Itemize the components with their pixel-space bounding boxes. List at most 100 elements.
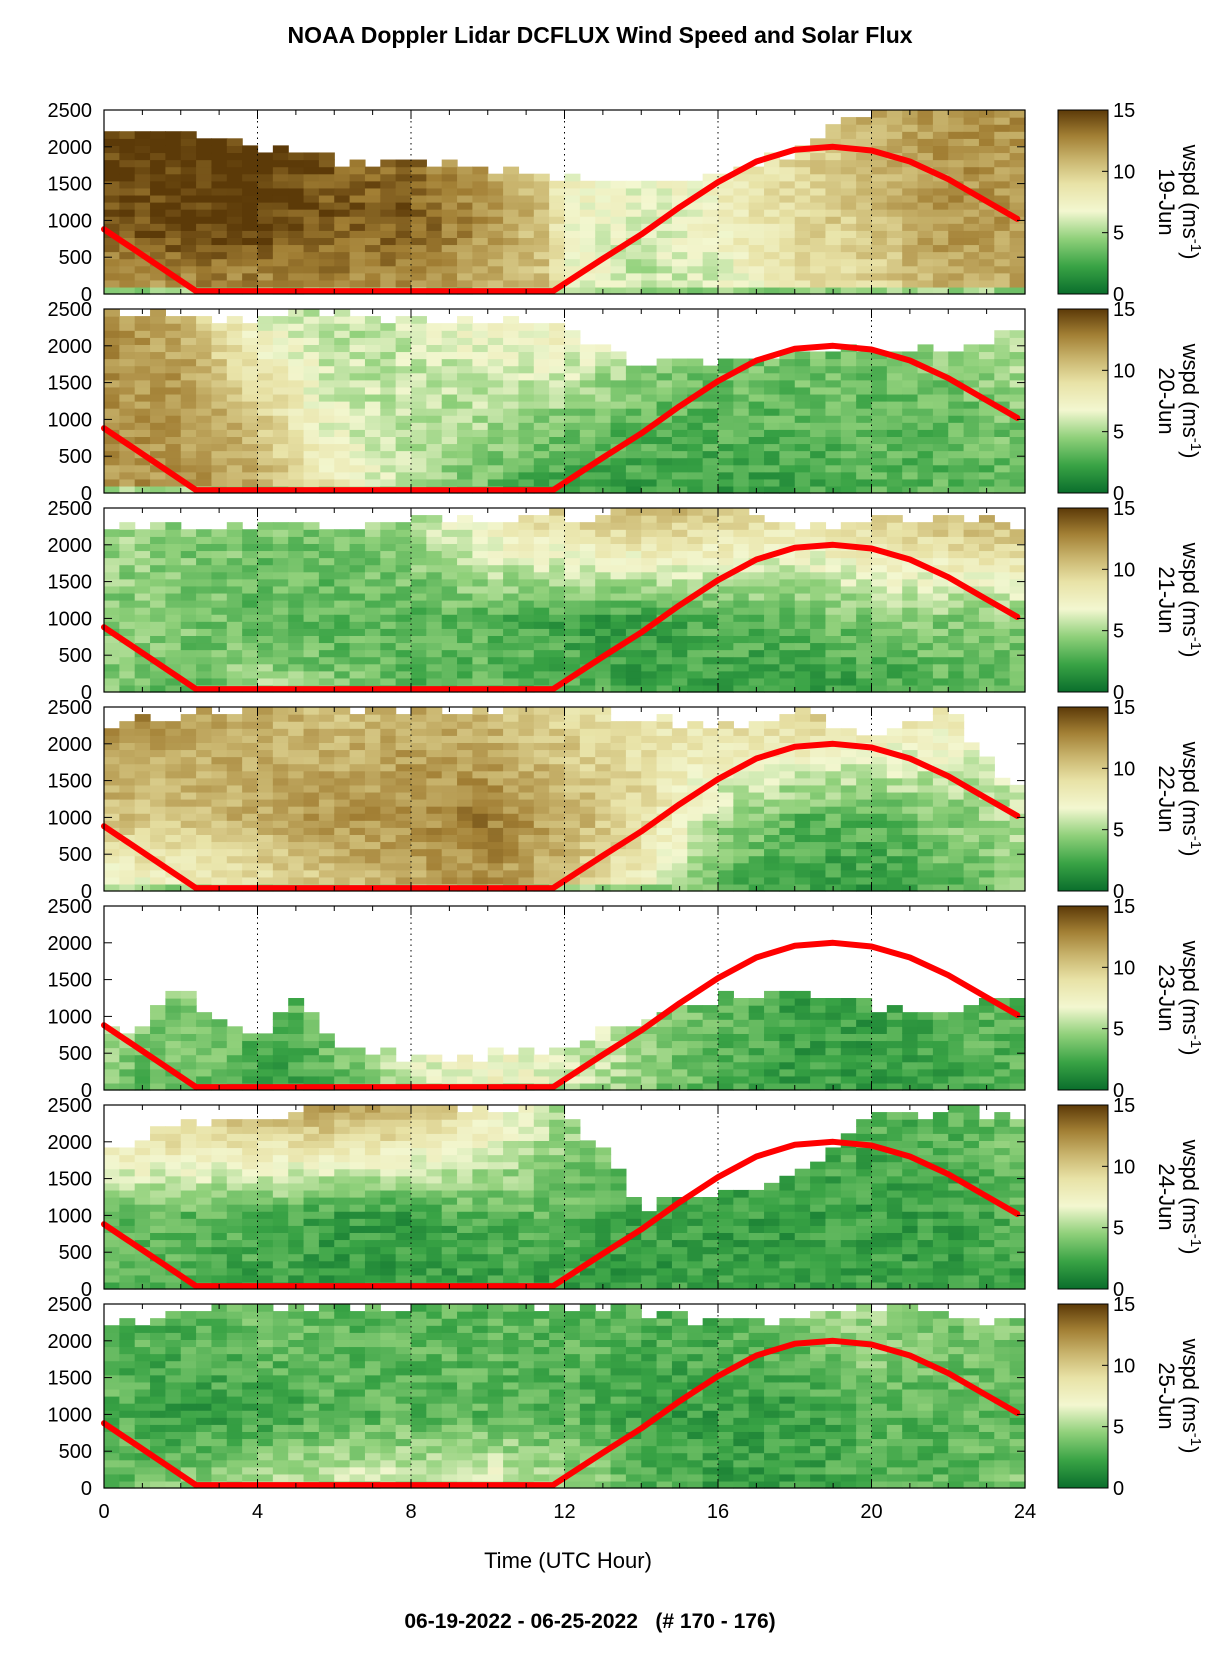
heatmap-cell bbox=[288, 670, 305, 679]
heatmap-cell bbox=[211, 443, 228, 452]
heatmap-cell bbox=[380, 848, 397, 857]
heatmap-cell bbox=[948, 223, 965, 231]
heatmap-cell bbox=[702, 592, 719, 601]
heatmap-cell bbox=[426, 876, 443, 885]
heatmap-cell bbox=[334, 557, 351, 566]
heatmap-cell bbox=[441, 279, 458, 288]
heatmap-cell bbox=[426, 799, 443, 807]
heatmap-cell bbox=[718, 536, 734, 544]
heatmap-cell bbox=[426, 166, 443, 175]
heatmap-cell bbox=[579, 379, 596, 388]
heatmap-cell bbox=[334, 379, 351, 388]
heatmap-cell bbox=[441, 422, 458, 430]
heatmap-cell bbox=[948, 529, 965, 537]
heatmap-cell bbox=[119, 187, 136, 196]
heatmap-cell bbox=[318, 216, 335, 224]
heatmap-cell bbox=[457, 876, 473, 885]
heatmap-cell bbox=[150, 386, 166, 395]
heatmap-cell bbox=[671, 621, 688, 629]
heatmap-cell bbox=[180, 536, 197, 544]
heatmap-cell bbox=[288, 230, 305, 238]
heatmap-cell bbox=[503, 656, 520, 665]
heatmap-cell bbox=[196, 471, 213, 480]
heatmap-cell bbox=[794, 272, 811, 281]
heatmap-cell bbox=[702, 585, 719, 594]
heatmap-cell bbox=[441, 777, 458, 786]
heatmap-cell bbox=[948, 515, 965, 523]
heatmap-cell bbox=[134, 656, 151, 665]
heatmap-cell bbox=[150, 166, 166, 175]
heatmap-cell bbox=[856, 471, 873, 480]
heatmap-cell bbox=[886, 372, 903, 381]
colorbar-gradient bbox=[1057, 109, 1109, 295]
heatmap-cell bbox=[180, 721, 197, 729]
heatmap-cell bbox=[288, 258, 305, 267]
heatmap-cell bbox=[963, 237, 980, 246]
heatmap-cell bbox=[687, 578, 704, 587]
heatmap-cell bbox=[687, 571, 704, 580]
heatmap-cell bbox=[610, 279, 627, 288]
heatmap-cell bbox=[395, 677, 412, 686]
heatmap-cell bbox=[671, 251, 688, 260]
heatmap-cell bbox=[272, 649, 289, 658]
heatmap-cell bbox=[1009, 457, 1026, 466]
heatmap-cell bbox=[518, 600, 535, 608]
heatmap-cell bbox=[150, 834, 166, 843]
heatmap-cell bbox=[318, 827, 335, 835]
heatmap-cell bbox=[825, 628, 842, 636]
heatmap-cell bbox=[303, 550, 320, 559]
heatmap-cell bbox=[196, 344, 213, 353]
heatmap-cell bbox=[411, 365, 427, 374]
colorbar-label-units: wspd (ms-1) bbox=[1178, 343, 1205, 459]
heatmap-cell bbox=[978, 365, 995, 374]
heatmap-cell bbox=[748, 180, 765, 189]
heatmap-cell bbox=[610, 536, 627, 544]
heatmap-cell bbox=[395, 799, 412, 807]
heatmap-cell bbox=[840, 656, 857, 665]
heatmap-cell bbox=[579, 344, 596, 353]
heatmap-cell bbox=[518, 230, 535, 238]
heatmap-cell bbox=[487, 714, 504, 722]
heatmap-cell bbox=[994, 522, 1011, 530]
heatmap-cell bbox=[411, 571, 427, 580]
heatmap-cell bbox=[902, 663, 919, 672]
heatmap-cell bbox=[518, 628, 535, 636]
heatmap-cell bbox=[288, 806, 305, 814]
heatmap-cell bbox=[411, 522, 427, 530]
heatmap-cell bbox=[671, 180, 688, 189]
heatmap-cell bbox=[349, 834, 366, 843]
heatmap-cell bbox=[978, 656, 995, 665]
heatmap-cell bbox=[518, 415, 535, 423]
heatmap-cell bbox=[441, 337, 458, 345]
heatmap-cell bbox=[242, 223, 259, 231]
heatmap-cell bbox=[119, 820, 136, 828]
heatmap-cell bbox=[349, 670, 366, 679]
heatmap-cell bbox=[272, 408, 289, 416]
heatmap-cell bbox=[1009, 592, 1026, 601]
heatmap-cell bbox=[226, 386, 243, 395]
heatmap-cell bbox=[917, 209, 934, 217]
heatmap-cell bbox=[871, 202, 888, 210]
heatmap-cell bbox=[764, 571, 780, 580]
heatmap-cell bbox=[134, 237, 151, 246]
heatmap-cell bbox=[318, 777, 335, 786]
heatmap-cell bbox=[487, 429, 504, 437]
heatmap-cell bbox=[318, 557, 335, 566]
heatmap-cell bbox=[119, 663, 136, 672]
heatmap-cell bbox=[994, 110, 1011, 118]
heatmap-cell bbox=[840, 152, 857, 161]
heatmap-cell bbox=[641, 216, 658, 224]
heatmap-cell bbox=[380, 173, 397, 182]
heatmap-cell bbox=[134, 763, 151, 772]
heatmap-cell bbox=[226, 827, 243, 835]
heatmap-cell bbox=[687, 358, 704, 367]
heatmap-cell bbox=[334, 592, 351, 601]
heatmap-cell bbox=[242, 478, 259, 487]
heatmap-cell bbox=[472, 614, 489, 622]
heatmap-cell bbox=[963, 166, 980, 175]
heatmap-cell bbox=[825, 386, 842, 395]
heatmap-cell bbox=[104, 316, 120, 324]
heatmap-cell bbox=[518, 564, 535, 573]
heatmap-cell bbox=[395, 536, 412, 544]
heatmap-cell bbox=[257, 279, 274, 288]
